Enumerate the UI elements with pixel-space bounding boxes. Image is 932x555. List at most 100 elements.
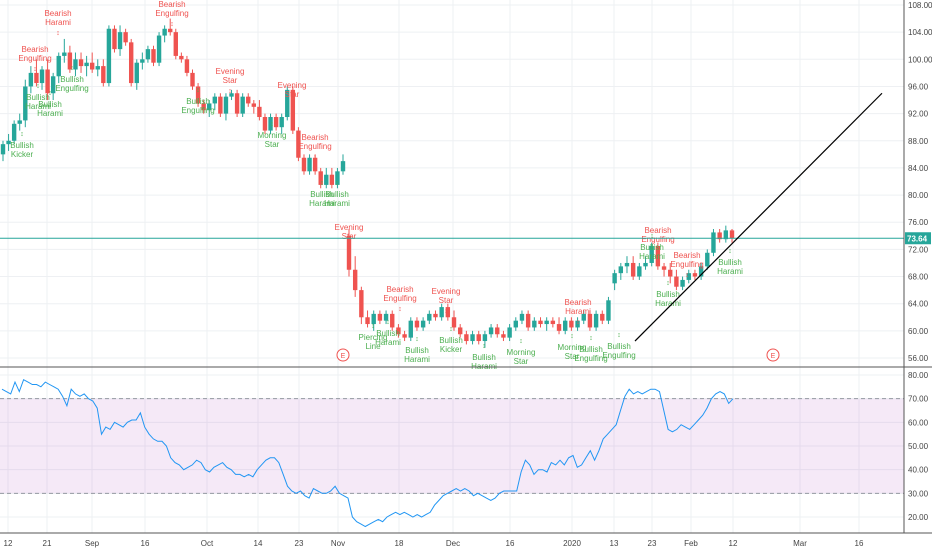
candle-body	[0, 144, 6, 155]
time-tick-label: Feb	[684, 539, 698, 548]
candle-body	[680, 279, 685, 287]
time-tick-label: 23	[295, 539, 304, 548]
candle-body	[201, 103, 206, 111]
pattern-arrow: ↕	[320, 180, 324, 187]
pattern-label-text: Bearish	[564, 298, 591, 307]
pattern-label-text: Bullish	[376, 329, 400, 338]
candle-body	[402, 334, 407, 338]
candle-body	[229, 93, 234, 97]
pattern-label-text: Bullish	[325, 190, 349, 199]
pattern-label-text: Kicker	[440, 345, 463, 354]
pattern-label-text: Bearish	[44, 9, 71, 18]
candle-body	[162, 28, 167, 36]
candle-body	[195, 86, 201, 104]
candle-body	[476, 334, 481, 342]
pattern-label-text: Engulfing	[298, 142, 331, 151]
pattern-label-text: Harami	[404, 355, 430, 364]
pattern-label-text: Engulfing	[602, 351, 635, 360]
candle-body	[711, 232, 716, 253]
pattern-label-text: Evening	[278, 81, 307, 90]
candle-body	[513, 320, 518, 328]
pattern-arrow: ↕	[728, 248, 732, 255]
rsi-tick-label: 70.00	[908, 395, 929, 404]
candle-body	[655, 245, 661, 267]
pattern-arrow: ↕	[290, 102, 294, 109]
pattern-arrow: ↕	[228, 88, 232, 95]
pattern-arrow: ↕	[196, 87, 200, 94]
time-tick-label: Nov	[331, 539, 345, 548]
price-tick-label: 100.00	[908, 55, 932, 64]
time-tick-label: 2020	[563, 539, 581, 548]
candle-body	[123, 32, 128, 43]
candle-body	[624, 262, 630, 267]
pattern-label-text: Bullish	[60, 75, 84, 84]
time-tick-label: Sep	[85, 539, 100, 548]
candle-body	[6, 140, 11, 145]
pattern-label-text: Bullish	[310, 190, 334, 199]
candle-body	[464, 334, 469, 342]
candle-body	[251, 103, 257, 107]
pattern-label-text: Piercing	[359, 333, 388, 342]
pattern-label-text: Engulfing	[641, 235, 674, 244]
candle-body	[544, 320, 549, 325]
candle-body	[285, 89, 290, 118]
candle-body	[414, 320, 420, 328]
candle-body	[212, 96, 218, 104]
candle-body	[73, 59, 78, 70]
pattern-label-text: Star	[223, 76, 238, 85]
time-tick-label: 18	[395, 539, 404, 548]
candle-body	[11, 123, 17, 141]
price-tick-label: 60.00	[908, 327, 929, 336]
pattern-arrow: ↕	[444, 308, 448, 315]
pattern-arrow: ↕	[335, 180, 339, 187]
candle-body	[45, 69, 50, 94]
pattern-arrow: ↕	[56, 30, 60, 37]
pattern-label-text: Bullish	[186, 97, 210, 106]
pattern-label-text: Bullish	[10, 141, 34, 150]
time-tick-label: Mar	[793, 539, 807, 548]
candle-body	[246, 96, 251, 104]
candle-body	[89, 62, 95, 70]
pattern-arrow: ↕	[347, 244, 351, 251]
candle-body	[575, 320, 580, 328]
pattern-arrow: ↕	[650, 233, 654, 240]
candle-body	[377, 313, 383, 321]
candle-body	[324, 174, 329, 185]
pattern-label-text: Harami	[655, 299, 681, 308]
pattern-label-text: Engulfing	[181, 106, 214, 115]
pattern-label-text: Harami	[717, 267, 743, 276]
event-letter: E	[771, 353, 776, 360]
pattern-label-text: Star	[342, 232, 357, 241]
pattern-arrow: ↕	[313, 154, 317, 161]
candle-body	[179, 55, 184, 60]
candle-body	[470, 334, 475, 342]
pattern-label-text: Engulfing	[55, 84, 88, 93]
candle-body	[268, 117, 273, 131]
earnings-event-marker: E	[766, 348, 780, 362]
candle-body	[427, 313, 432, 321]
candles	[0, 18, 735, 348]
candle-body	[307, 157, 312, 172]
last-price-tag-text: 73.64	[907, 234, 928, 243]
pattern-label-text: Harami	[45, 18, 71, 27]
pattern-label-text: Morning	[558, 343, 587, 352]
event-circle	[336, 348, 350, 362]
pattern-label-text: Bullish	[439, 336, 463, 345]
candle-body	[128, 42, 134, 84]
candle-body	[556, 324, 562, 331]
pattern-label-text: Engulfing	[155, 9, 188, 18]
pattern-label-text: Star	[439, 296, 454, 305]
